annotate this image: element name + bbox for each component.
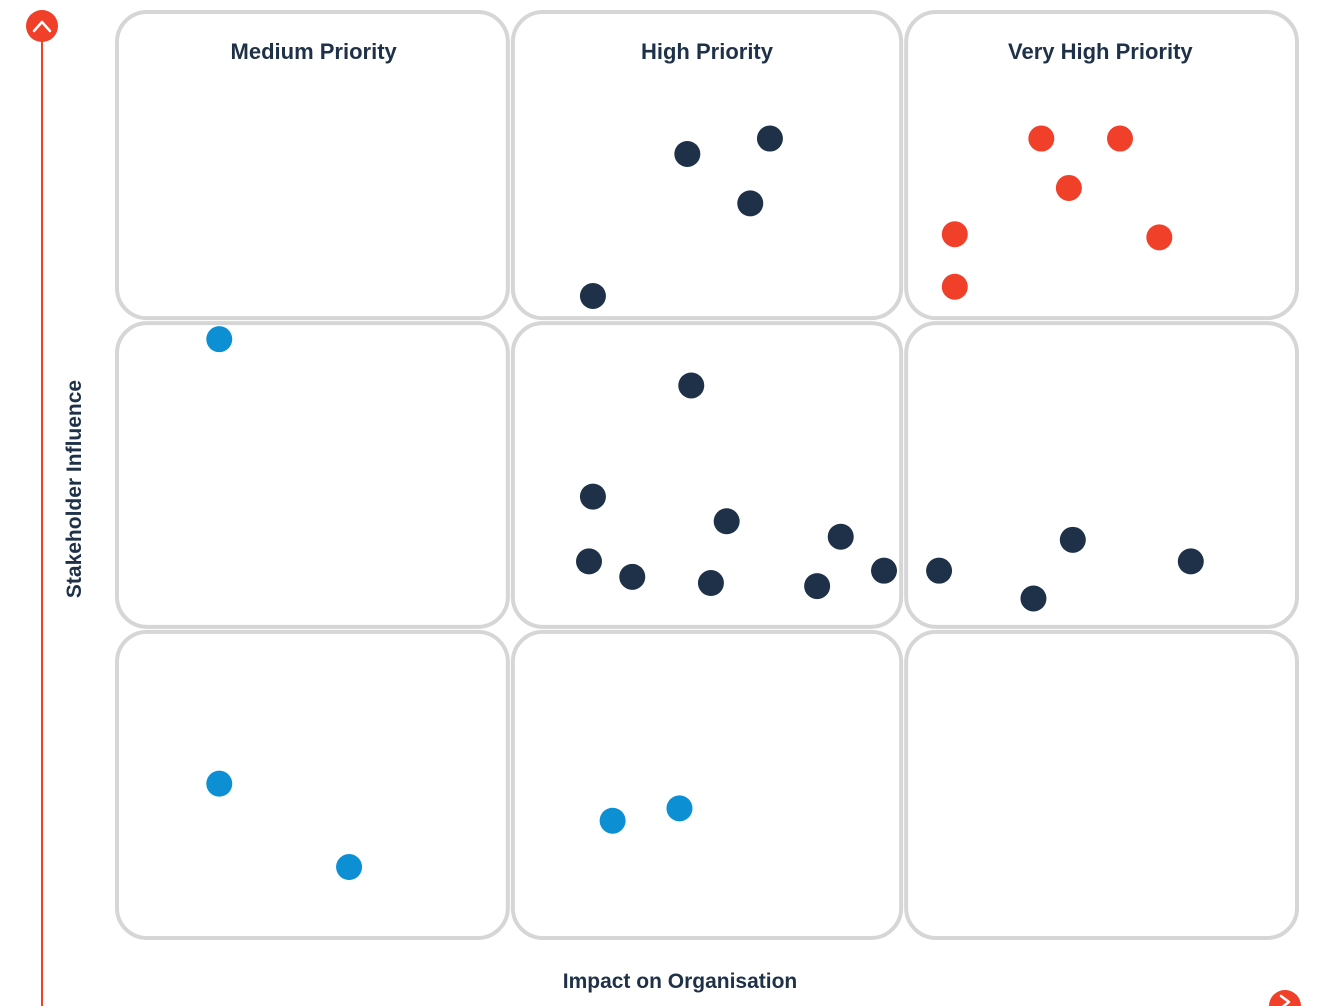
data-point — [697, 570, 724, 597]
data-point — [579, 282, 606, 309]
data-point — [1020, 585, 1047, 612]
axes — [26, 10, 1301, 1006]
data-point — [599, 807, 626, 834]
column-heading-very-high-priority: Very High Priority — [1008, 39, 1193, 64]
data-point — [941, 273, 968, 300]
data-point — [941, 221, 968, 248]
cell-high-influence-medium-impact — [510, 10, 904, 321]
data-point — [1059, 526, 1086, 553]
data-point — [579, 483, 606, 510]
data-point — [713, 508, 740, 535]
right-arrow-icon — [1269, 990, 1301, 1006]
data-points — [206, 125, 1204, 881]
data-point — [206, 770, 233, 797]
cell-low-influence-medium-impact — [510, 629, 904, 940]
data-point — [576, 548, 602, 575]
data-point — [678, 372, 705, 399]
data-point — [737, 190, 764, 217]
cell-medium-influence-high-impact — [904, 321, 1300, 629]
data-point — [619, 563, 646, 590]
x-axis-label: Impact on Organisation — [563, 970, 798, 993]
data-point — [206, 326, 233, 353]
data-point — [804, 573, 831, 600]
up-arrow-icon — [26, 10, 58, 42]
cell-high-influence-high-impact — [904, 10, 1300, 321]
column-heading-medium-priority: Medium Priority — [231, 39, 398, 64]
data-point — [1177, 548, 1204, 575]
y-axis-label: Stakeholder Influence — [63, 380, 86, 598]
data-point — [1055, 174, 1082, 201]
data-point — [674, 140, 701, 167]
cell-medium-influence-low-impact — [115, 321, 510, 629]
data-point — [871, 557, 897, 584]
column-heading-high-priority: High Priority — [641, 39, 774, 64]
data-point — [1146, 224, 1173, 251]
data-point — [336, 854, 363, 881]
data-point — [756, 125, 783, 152]
cell-low-influence-high-impact — [904, 629, 1300, 940]
data-point — [926, 557, 953, 584]
cell-medium-influence-medium-impact — [510, 321, 904, 629]
data-point — [666, 795, 693, 822]
data-point — [827, 523, 854, 550]
grid-cells — [115, 10, 1300, 940]
data-point — [1107, 125, 1133, 152]
cell-low-influence-low-impact — [115, 629, 510, 940]
data-point — [1028, 125, 1055, 152]
cell-high-influence-low-impact — [115, 10, 510, 321]
